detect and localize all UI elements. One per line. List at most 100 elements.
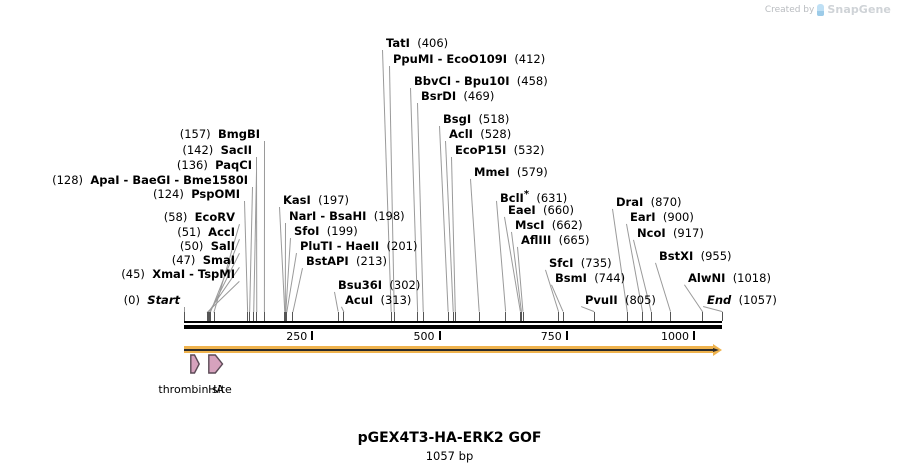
enzyme-position: (805) <box>624 293 656 307</box>
leader-line <box>470 178 480 313</box>
axis-tick-mark <box>438 331 441 340</box>
enzyme-label[interactable]: BsrDI (469) <box>421 90 494 103</box>
enzyme-name: BstXI <box>659 249 694 263</box>
site-tick <box>722 312 723 321</box>
site-tick <box>670 312 672 321</box>
enzyme-label[interactable]: AcuI (313) <box>345 294 411 307</box>
enzyme-label[interactable]: PluTI - HaeII (201) <box>300 240 417 253</box>
axis-tick-mark <box>693 331 695 340</box>
enzyme-position: (900) <box>662 210 694 224</box>
enzyme-label[interactable]: BsmI (744) <box>555 272 625 285</box>
leader-line <box>292 268 303 313</box>
enzyme-label[interactable]: (128) ApaI - BaeGI - Bme1580I <box>0 174 248 187</box>
enzyme-label[interactable]: PpuMI - EcoO109I (412) <box>393 53 545 66</box>
site-tick <box>702 312 704 321</box>
site-tick <box>417 312 419 321</box>
feature-label: thrombin site <box>158 383 232 396</box>
enzyme-position: (469) <box>463 89 495 103</box>
enzyme-name: TatI <box>386 36 410 50</box>
enzyme-label[interactable]: EcoP15I (532) <box>455 144 545 157</box>
enzyme-label[interactable]: AlwNI (1018) <box>688 272 771 285</box>
watermark-prefix: Created by <box>764 4 815 15</box>
enzyme-name: KasI <box>283 193 311 207</box>
leader-line <box>439 125 449 312</box>
enzyme-label[interactable]: AclI (528) <box>449 128 511 141</box>
enzyme-label[interactable]: AflIII (665) <box>521 234 590 247</box>
site-tick <box>626 312 628 321</box>
end-label[interactable]: End (1057) <box>707 294 777 307</box>
enzyme-position: (665) <box>558 233 590 247</box>
enzyme-label[interactable]: PvuII (805) <box>585 294 656 307</box>
snapgene-watermark: Created by SnapGene <box>765 3 891 16</box>
site-tick <box>343 312 345 321</box>
enzyme-label[interactable]: NcoI (917) <box>637 227 704 240</box>
site-tick <box>256 312 258 321</box>
enzyme-position: (136) <box>176 158 208 172</box>
enzyme-name: AlwNI <box>688 271 726 285</box>
backbone-upper-rule <box>184 321 722 323</box>
enzyme-label[interactable]: (50) SalI <box>0 240 235 253</box>
enzyme-label[interactable]: EarI (900) <box>630 211 694 224</box>
enzyme-label[interactable]: (124) PspOMI <box>0 188 240 201</box>
enzyme-name: AclI <box>449 127 473 141</box>
enzyme-label[interactable]: (136) PaqCI <box>0 159 252 172</box>
enzyme-position: (302) <box>389 278 421 292</box>
feature-label: HA <box>208 383 224 396</box>
leader-line <box>684 284 703 312</box>
plasmid-length: 1057 bp <box>425 449 474 463</box>
feature-arrow[interactable] <box>190 353 201 375</box>
site-tick <box>249 312 251 321</box>
start-position: (0) <box>123 293 140 307</box>
enzyme-label[interactable]: EaeI (660) <box>508 204 574 217</box>
enzyme-label[interactable]: BsgI (518) <box>443 113 509 126</box>
enzyme-label[interactable]: (45) XmaI - TspMI <box>0 268 235 281</box>
enzyme-label[interactable]: BclI* (631) <box>500 188 567 205</box>
site-tick <box>593 312 595 321</box>
enzyme-name: SfcI <box>549 256 574 270</box>
enzyme-name: BsaHI <box>329 209 367 223</box>
enzyme-label[interactable]: MmeI (579) <box>474 166 548 179</box>
enzyme-position: (579) <box>516 165 548 179</box>
site-tick <box>206 312 208 321</box>
enzyme-label[interactable]: BstAPI (213) <box>306 255 387 268</box>
leader-line <box>263 141 265 313</box>
orf-arrow-head <box>713 343 722 356</box>
enzyme-name-separator: - <box>332 239 346 253</box>
enzyme-position: (735) <box>580 256 612 270</box>
feature-arrow[interactable] <box>208 353 224 375</box>
enzyme-label[interactable]: Bsu36I (302) <box>338 279 420 292</box>
enzyme-position: (198) <box>373 209 405 223</box>
enzyme-name-separator: - <box>451 74 464 88</box>
enzyme-label[interactable]: BstXI (955) <box>659 250 732 263</box>
enzyme-label[interactable]: MscI (662) <box>515 219 583 232</box>
enzyme-position: (662) <box>551 218 583 232</box>
axis-tick-mark <box>565 331 568 340</box>
enzyme-label[interactable]: (142) SacII <box>0 144 252 157</box>
enzyme-position: (213) <box>356 254 387 268</box>
orf-arrow-body <box>184 346 713 353</box>
enzyme-name: SacII <box>220 143 252 157</box>
enzyme-label[interactable]: (47) SmaI <box>0 254 235 267</box>
site-tick <box>558 312 560 321</box>
enzyme-label[interactable]: NarI - BsaHI (198) <box>289 210 405 223</box>
enzyme-label[interactable]: BbvCI - Bpu10I (458) <box>414 75 548 88</box>
enzyme-label[interactable]: SfoI (199) <box>294 225 358 238</box>
enzyme-label[interactable]: (51) AccI <box>0 226 235 239</box>
enzyme-label[interactable]: SfcI (735) <box>549 257 612 270</box>
enzyme-name: EcoO109I <box>446 52 507 66</box>
axis-tick-label: 250 <box>286 330 308 343</box>
enzyme-label[interactable]: DraI (870) <box>616 196 682 209</box>
enzyme-label[interactable]: (58) EcoRV <box>0 211 235 224</box>
enzyme-label[interactable]: KasI (197) <box>283 194 349 207</box>
leader-line <box>256 156 258 312</box>
backbone-bar <box>184 325 722 329</box>
enzyme-label[interactable]: (157) BmgBI <box>0 128 260 141</box>
enzyme-label[interactable]: TatI (406) <box>386 37 448 50</box>
enzyme-name: SfoI <box>294 224 320 238</box>
site-tick <box>247 312 249 321</box>
end-position: (1057) <box>738 293 777 307</box>
site-tick <box>520 312 522 321</box>
enzyme-position: (955) <box>700 249 732 263</box>
start-label[interactable]: (0) Start <box>0 294 180 307</box>
site-tick <box>422 312 424 321</box>
